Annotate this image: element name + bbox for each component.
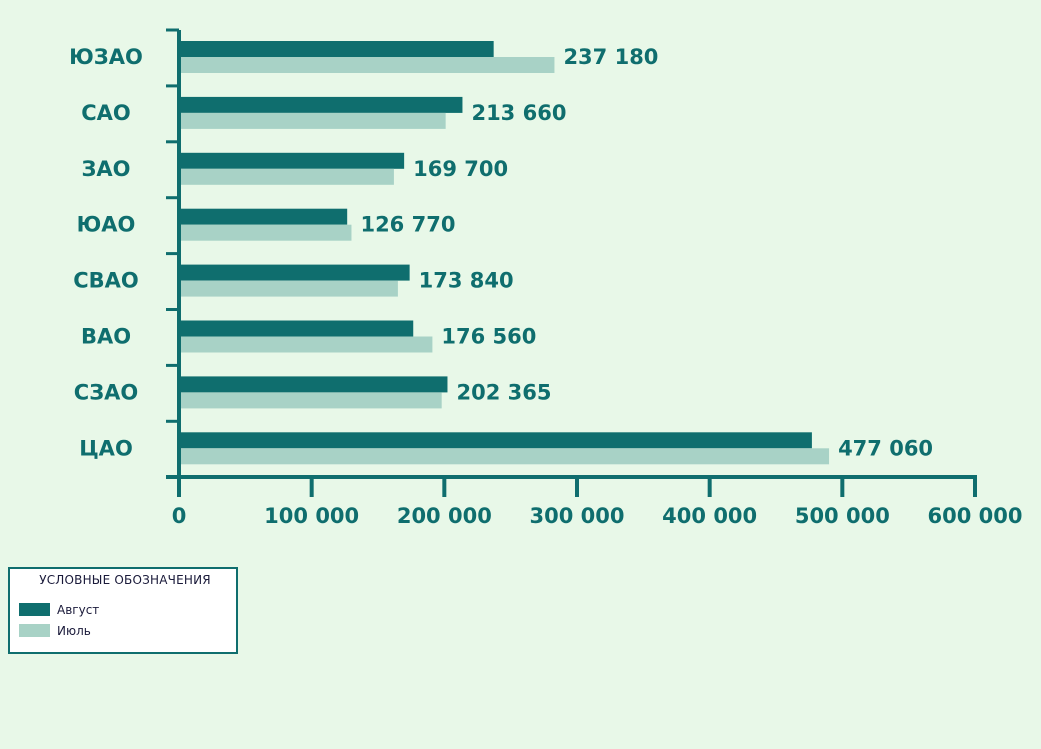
x-tick-label: 600 000 <box>928 504 1023 528</box>
legend-title: УСЛОВНЫЕ ОБОЗНАЧЕНИЯ <box>39 573 211 587</box>
data-label: 213 660 <box>471 101 566 125</box>
x-tick-label: 400 000 <box>662 504 757 528</box>
category-label: ЦАО <box>79 436 133 460</box>
bar-august <box>179 208 348 225</box>
data-label: 176 560 <box>441 325 536 349</box>
bar-august <box>179 41 494 57</box>
data-label: 169 700 <box>413 157 508 181</box>
data-label: 126 770 <box>360 213 455 237</box>
data-label: 173 840 <box>419 269 514 293</box>
category-label: САО <box>81 101 131 125</box>
bar-july <box>179 448 830 465</box>
data-label: 202 365 <box>456 380 551 404</box>
category-label: СВАО <box>73 269 139 293</box>
bar-august <box>179 152 405 169</box>
category-label: ВАО <box>81 325 131 349</box>
category-label: СЗАО <box>74 380 138 404</box>
category-label: ЮАО <box>77 213 136 237</box>
legend-swatch-august <box>19 603 50 616</box>
bar-july <box>179 336 433 353</box>
bar-july <box>179 168 394 185</box>
bar-july <box>179 224 352 241</box>
bar-august <box>179 320 414 337</box>
x-tick-label: 500 000 <box>795 504 890 528</box>
bar-july <box>179 392 442 409</box>
bar-july <box>179 280 398 297</box>
data-label: 237 180 <box>563 45 658 69</box>
category-label: ЮЗАО <box>69 45 143 69</box>
legend-swatch-july <box>19 624 50 637</box>
bar-august <box>179 432 812 449</box>
bar-august <box>179 376 448 393</box>
x-tick-label: 0 <box>172 504 187 528</box>
data-label: 477 060 <box>838 436 933 460</box>
legend-label-august: Август <box>57 603 100 617</box>
x-tick-label: 300 000 <box>530 504 625 528</box>
x-tick-label: 100 000 <box>264 504 359 528</box>
bar-july <box>179 112 446 129</box>
bar-july <box>179 57 555 73</box>
legend: УСЛОВНЫЕ ОБОЗНАЧЕНИЯ Август Июль <box>8 567 238 654</box>
bar-august <box>179 96 463 113</box>
category-label: ЗАО <box>81 157 130 181</box>
legend-label-july: Июль <box>57 624 91 638</box>
bar-august <box>179 264 410 281</box>
x-tick-label: 200 000 <box>397 504 492 528</box>
